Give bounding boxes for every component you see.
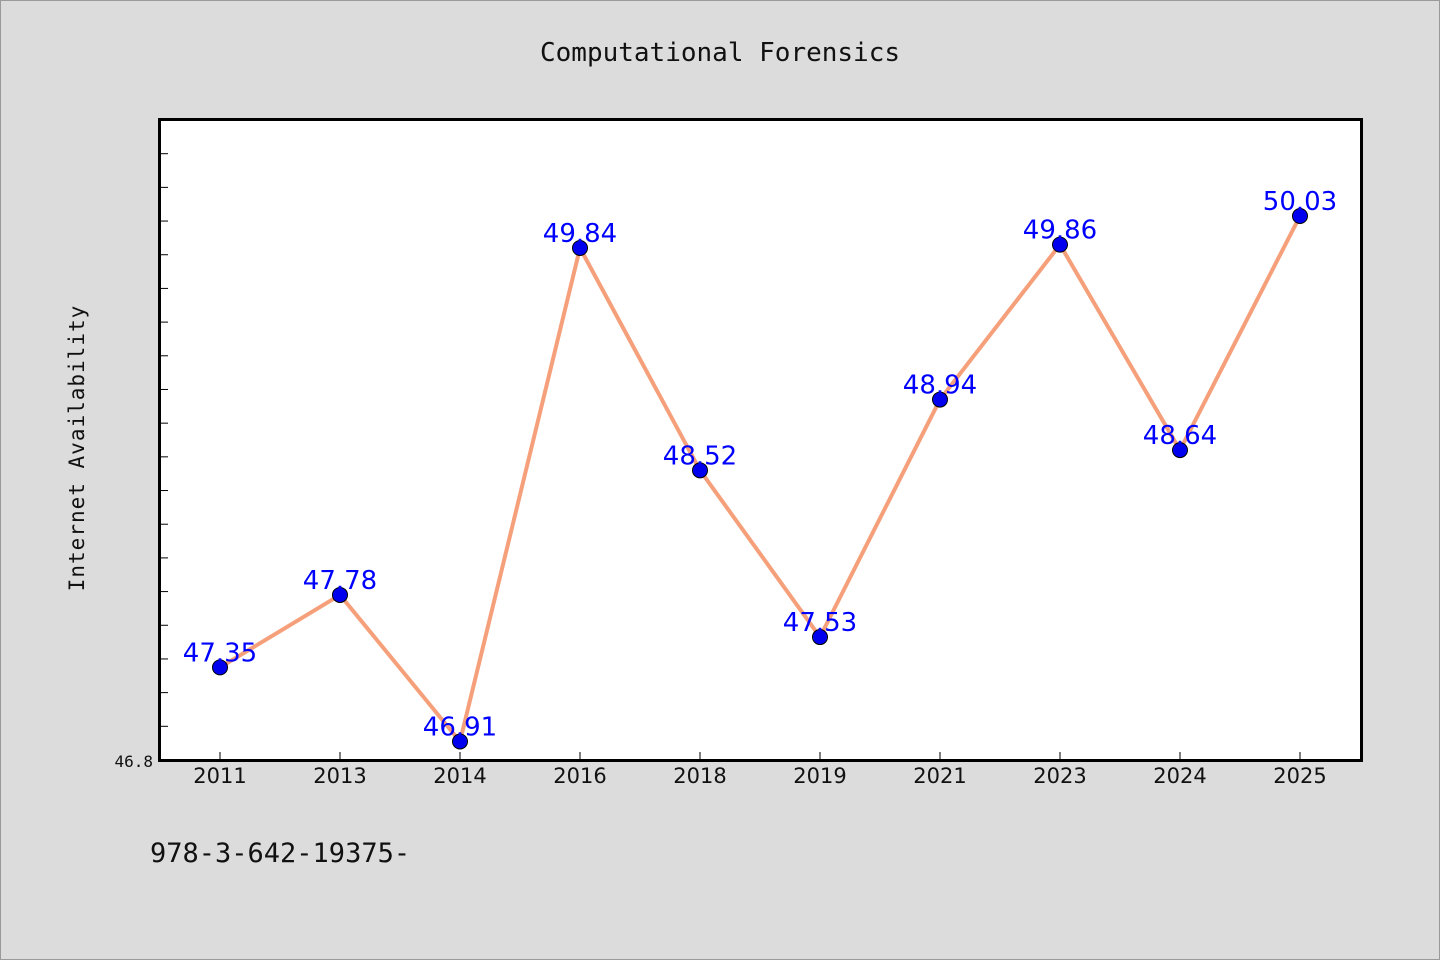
data-label: 46.91 — [423, 712, 497, 742]
data-point-marker — [1292, 208, 1308, 224]
series-line-group — [218, 214, 1302, 744]
data-label: 47.78 — [303, 566, 377, 596]
y-axis-ticks — [160, 119, 168, 761]
plot-area — [158, 118, 1363, 762]
data-point-marker — [572, 240, 588, 256]
data-point-marker — [332, 586, 348, 603]
data-label: 50.03 — [1263, 187, 1337, 217]
x-tick-labels: 2011 2013 2014 2016 2018 2019 2021 2023 2024 2025 — [193, 764, 1326, 788]
x-tick-label: 2023 — [1033, 764, 1086, 788]
data-labels: 47.35 47.78 46.91 49.84 48.52 47.53 48.94 49.86… — [183, 187, 1337, 742]
data-point-marker — [932, 391, 948, 408]
data-label: 47.53 — [783, 608, 857, 638]
data-label: 48.64 — [1143, 421, 1217, 451]
data-point-marker — [1052, 236, 1068, 253]
x-tick-label: 2019 — [793, 764, 846, 788]
data-point-marker — [452, 733, 468, 750]
x-tick-label: 2014 — [433, 764, 486, 788]
x-tick-label: 2021 — [913, 764, 966, 788]
footer-isbn-text: 978-3-642-19375- — [150, 838, 410, 869]
x-tick-label: 2016 — [553, 764, 606, 788]
data-point-marker — [812, 629, 828, 646]
x-tick-label: 2011 — [193, 764, 246, 788]
x-tick-label: 2013 — [313, 764, 366, 788]
x-tick-label: 2024 — [1153, 764, 1206, 788]
x-axis-ticks — [219, 752, 1301, 760]
data-point-marker — [1172, 442, 1188, 459]
y-tick-label-min: 46.8 — [114, 752, 153, 771]
data-point-marker — [692, 462, 708, 479]
data-point-marker — [212, 659, 228, 676]
data-label: 49.84 — [543, 219, 617, 249]
y-axis-label: Internet Availability — [65, 305, 89, 592]
data-label: 47.35 — [183, 638, 257, 668]
data-label: 48.94 — [903, 371, 977, 401]
x-tick-label: 2025 — [1273, 764, 1326, 788]
data-label: 48.52 — [663, 441, 737, 471]
data-label: 49.86 — [1023, 216, 1097, 246]
series-line — [218, 214, 1302, 744]
x-tick-label: 2018 — [673, 764, 726, 788]
series-markers — [212, 208, 1308, 750]
chart-title: Computational Forensics — [540, 38, 900, 68]
